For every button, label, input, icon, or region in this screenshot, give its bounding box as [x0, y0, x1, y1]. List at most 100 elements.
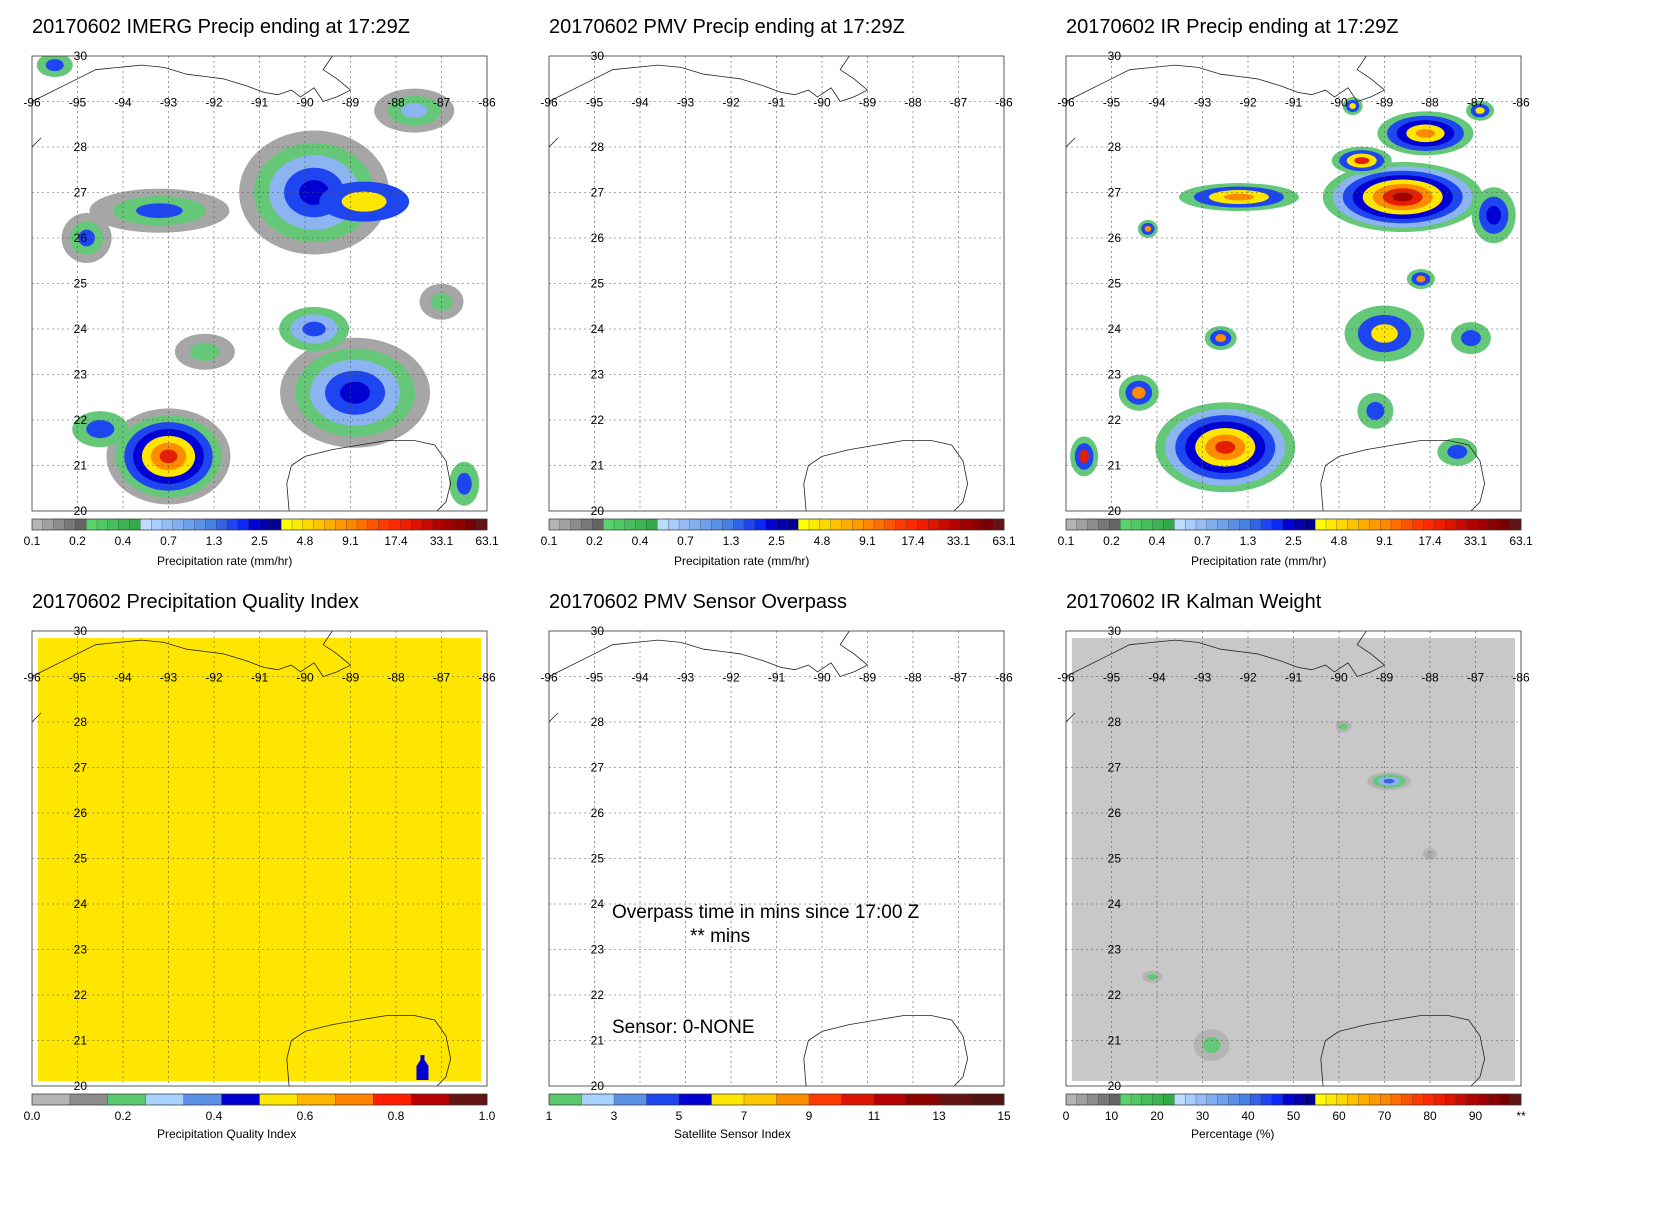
rain-band — [1447, 444, 1468, 459]
band-west — [61, 213, 112, 263]
ir-cell-sw-edge — [1070, 436, 1099, 477]
colorbar-tick-label: 2.5 — [251, 534, 268, 548]
rain-band — [136, 203, 183, 219]
grid-lines — [1066, 56, 1521, 511]
ir-cell-center — [1344, 305, 1425, 362]
colorbar-swatch — [1380, 1093, 1392, 1106]
colorbar-swatch — [1304, 1093, 1316, 1106]
colorbar-swatch — [917, 518, 929, 531]
colorbar-swatch — [613, 1093, 647, 1106]
colorbar-swatch — [1282, 1093, 1294, 1106]
colorbar-swatch — [226, 518, 239, 531]
colorbar-tick-label: 0.2 — [115, 1109, 132, 1123]
rain-band — [456, 472, 472, 495]
colorbar-swatch — [400, 518, 412, 531]
grid-lines — [549, 631, 1004, 1086]
colorbar-swatch — [1412, 1093, 1424, 1106]
colorbar-swatch — [1206, 1093, 1219, 1106]
colorbar — [31, 518, 488, 531]
colorbar-swatch — [1488, 518, 1500, 531]
colorbar-tick-label: 15 — [997, 1109, 1011, 1123]
colorbar-swatch — [1423, 1093, 1435, 1106]
colorbar-swatch — [884, 518, 897, 531]
colorbar-swatch — [140, 518, 152, 531]
colorbar-frame — [548, 518, 1005, 531]
latitude-tick-label: 24 — [1108, 322, 1122, 336]
colorbar-swatch — [852, 518, 864, 531]
colorbar-tick-label: 13 — [932, 1109, 946, 1123]
longitude-tick-label: -88 — [387, 671, 405, 685]
colorbar-swatch — [1434, 1093, 1446, 1106]
latitude-tick-label: 28 — [591, 140, 605, 154]
panel-title: 20170602 IR Precip ending at 17:29Z — [1066, 16, 1399, 38]
map-frame — [548, 55, 1005, 512]
colorbar-swatch — [75, 518, 87, 531]
storm-southeast — [280, 337, 431, 448]
colorbar-swatch — [570, 518, 582, 531]
ir-storm-north — [1377, 111, 1474, 156]
rain-band — [1144, 225, 1152, 232]
latitude-tick-label: 21 — [1108, 459, 1122, 473]
longitude-tick-label: -94 — [114, 96, 132, 110]
colorbar-tick-label: 50 — [1287, 1109, 1301, 1123]
longitude-tick-label: -86 — [1512, 96, 1530, 110]
latitude-tick-label: 21 — [1108, 1034, 1122, 1048]
panel-title: 20170602 Precipitation Quality Index — [32, 591, 359, 613]
colorbar-swatch — [411, 518, 423, 531]
colorbar — [31, 1093, 488, 1106]
colorbar-swatch — [733, 518, 745, 531]
colorbar-swatch — [776, 518, 788, 531]
longitude-tick-label: -90 — [296, 96, 314, 110]
colorbar-swatch — [1206, 518, 1219, 531]
colorbar-swatch — [1325, 518, 1338, 531]
colorbar-swatch — [1499, 1093, 1511, 1106]
colorbar-tick-label: 4.8 — [297, 534, 314, 548]
longitude-tick-label: -93 — [1194, 671, 1212, 685]
colorbar-swatch — [1185, 1093, 1197, 1106]
colorbar-tick-label: 33.1 — [1464, 534, 1488, 548]
colorbar-swatch — [1239, 1093, 1251, 1106]
rain-band — [1475, 107, 1485, 114]
colorbar-swatch — [421, 518, 434, 531]
sensor-overpass-map: -96 -95 -94 -93 -92 -91 -90 -89 -88 -87 -86 20 21 22 2… — [540, 624, 1013, 1123]
longitude-tick-label: -86 — [1512, 671, 1530, 685]
colorbar-swatch — [1260, 518, 1273, 531]
colorbar-swatch — [432, 518, 445, 531]
colorbar-swatch — [1141, 518, 1154, 531]
colorbar-swatch — [1510, 518, 1522, 531]
colorbar-swatch — [581, 518, 593, 531]
colorbar-tick-label: 10 — [1105, 1109, 1119, 1123]
longitude-tick-label: -93 — [1194, 96, 1212, 110]
longitude-tick-label: -86 — [478, 96, 496, 110]
colorbar-tick-label: 0.4 — [115, 534, 132, 548]
colorbar-swatch — [1228, 518, 1240, 531]
longitude-tick-label: -89 — [1376, 671, 1394, 685]
ir-cell-small-1 — [1406, 268, 1435, 289]
pmv-precip-map: -96 -95 -94 -93 -92 -91 -90 -89 -88 -87 -86 20 21 22 2… — [540, 49, 1016, 548]
yucatan-coastline — [1320, 440, 1486, 511]
longitude-tick-label: -95 — [586, 96, 604, 110]
colorbar-swatch — [221, 1093, 260, 1106]
kalman-area-north — [1335, 720, 1352, 733]
rain-band — [1415, 128, 1436, 138]
sensor-overpass-panel: 20170602 PMV Sensor Overpass -96 -95 -94 -9… — [540, 591, 1049, 1151]
colorbar-swatch — [1488, 1093, 1500, 1106]
colorbar-swatch — [1380, 518, 1392, 531]
colorbar-tick-label: 63.1 — [992, 534, 1016, 548]
colorbar-frame — [1065, 1093, 1522, 1106]
rain-band — [1349, 103, 1356, 110]
colorbar-swatch — [1390, 518, 1403, 531]
rain-band — [1392, 192, 1413, 202]
colorbar-swatch — [1109, 1093, 1121, 1106]
longitude-tick-label: -93 — [160, 671, 178, 685]
colorbar-tick-label: 7 — [741, 1109, 748, 1123]
colorbar-swatch — [151, 518, 163, 531]
colorbar-swatch — [1271, 518, 1284, 531]
quality-index-panel: 20170602 Precipitation Quality Index -96… — [23, 591, 532, 1151]
longitude-tick-label: -94 — [1148, 671, 1166, 685]
longitude-tick-label: -96 — [1057, 671, 1075, 685]
longitude-tick-label: -96 — [1057, 96, 1075, 110]
longitude-tick-label: -89 — [1376, 96, 1394, 110]
longitude-tick-label: -87 — [1467, 96, 1485, 110]
colorbar-swatch — [1130, 518, 1143, 531]
